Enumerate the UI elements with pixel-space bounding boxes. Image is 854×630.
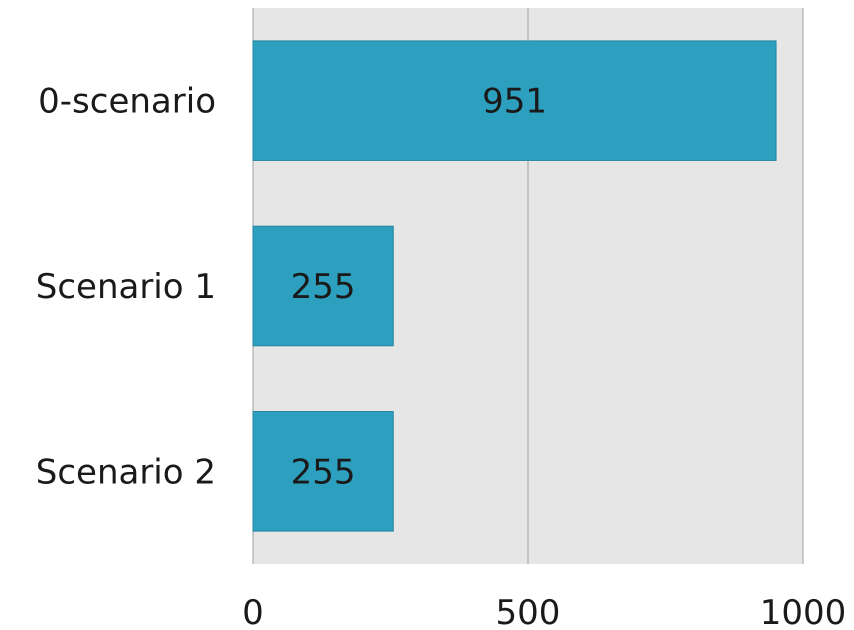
bars-group xyxy=(252,40,777,532)
category-label-0: 0-scenario xyxy=(38,82,216,122)
value-label-0: 951 xyxy=(482,82,547,122)
bar-1 xyxy=(252,225,394,347)
value-label-1: 255 xyxy=(291,267,356,307)
category-labels-group: 0-scenario Scenario 1 Scenario 2 xyxy=(36,82,216,493)
x-tick-label-2: 1000 xyxy=(760,593,847,630)
value-label-2: 255 xyxy=(291,452,356,492)
x-tick-label-1: 500 xyxy=(496,593,561,630)
bar-0 xyxy=(252,40,777,161)
category-label-2: Scenario 2 xyxy=(36,452,216,492)
x-axis-tick-labels: 0 500 1000 xyxy=(242,593,846,630)
bar-2 xyxy=(252,411,394,532)
x-tick-label-0: 0 xyxy=(242,593,264,630)
category-label-1: Scenario 1 xyxy=(36,267,216,307)
value-labels-group: 951 255 255 xyxy=(291,82,547,493)
